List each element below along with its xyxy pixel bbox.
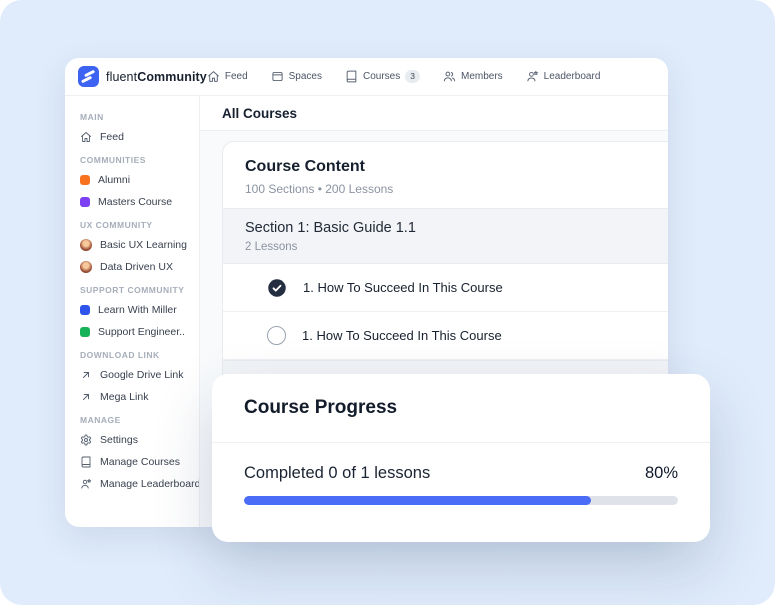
community-swatch [80,175,90,185]
home-icon [81,132,91,142]
sidebar-item-label: Manage Leaderboard [100,478,200,490]
group-label: SUPPORT COMMUNITY [80,285,185,295]
courses-icon [346,70,357,83]
home-icon [207,71,219,82]
community-swatch [80,305,90,315]
lesson-row-not-started[interactable]: 1. How To Succeed In This Course [223,312,668,360]
nav-label: Leaderboard [543,71,601,82]
nav-item-leaderboard[interactable]: Leaderboard [526,70,601,84]
gear-icon [81,434,91,446]
progress-card-header: Course Progress [212,374,710,443]
leaderboard-icon [527,71,538,82]
page-title: All Courses [222,105,298,121]
spaces-icon [272,71,283,82]
sidebar-item-manage-courses[interactable]: Manage Courses [80,451,191,473]
nav-label: Spaces [288,71,322,82]
sidebar-item-alumni[interactable]: Alumni [80,169,191,191]
progress-bar-fill [244,496,592,505]
arrow-up-right-icon [83,394,89,400]
sidebar-group-communities: COMMUNITIES Alumni Masters Course [80,155,191,213]
sidebar-item-label: Learn With Miller [98,304,177,316]
sidebar-item-label: Basic UX Learning [100,239,187,251]
arrow-up-right-icon [83,372,89,378]
sidebar-item-label: Support Engineer.. [98,326,185,338]
sidebar-item-label: Mega Link [100,391,149,403]
course-card-header: Course Content 100 Sections • 200 Lesson… [223,142,668,208]
sidebar-item-data-driven-ux[interactable]: Data Driven UX [80,256,191,278]
progress-card-body: Completed 0 of 1 lessons 80% [212,443,710,505]
sidebar-group-support-community: SUPPORT COMMUNITY Learn With Miller Supp… [80,285,191,343]
sidebar-item-mega-link[interactable]: Mega Link [80,386,191,408]
sidebar-item-basic-ux-learning[interactable]: Basic UX Learning [80,234,191,256]
circle-outline-icon [267,326,286,345]
lesson-title: 1. How To Succeed In This Course [303,280,503,295]
sidebar-item-feed[interactable]: Feed [80,126,191,148]
group-label: DOWNLOAD LINK [80,350,160,360]
sidebar-item-masters-course[interactable]: Masters Course [80,191,191,213]
brand-logo[interactable]: fluentCommunity [78,66,207,87]
nav-item-members[interactable]: Members [443,70,503,84]
sidebar-item-google-drive-link[interactable]: Google Drive Link [80,364,191,386]
group-label: UX COMMUNITY [80,220,153,230]
nav-label: Courses [363,71,401,82]
sidebar: MAIN Feed COMMUNITIES Alumni Masters Cou… [65,96,200,527]
community-swatch [80,197,90,207]
progress-bar-track [244,496,678,505]
lesson-title: 1. How To Succeed In This Course [302,328,502,343]
lesson-row-completed[interactable]: 1. How To Succeed In This Course [223,264,668,312]
sidebar-item-label: Masters Course [98,196,173,208]
brand-logo-icon [78,66,99,87]
brand-name: fluentCommunity [106,69,207,84]
sidebar-item-label: Alumni [98,174,131,186]
sidebar-item-label: Feed [100,131,124,143]
sidebar-item-label: Data Driven UX [100,261,173,273]
sidebar-item-label: Manage Courses [100,456,180,468]
page-title-bar: All Courses [200,96,668,131]
course-card-meta: 100 Sections • 200 Lessons [245,182,394,196]
section-title: Section 1: Basic Guide 1.1 [245,220,416,236]
sidebar-item-support-engineer[interactable]: Support Engineer.. [80,321,191,343]
avatar [80,239,92,251]
nav-item-courses[interactable]: Courses 3 [345,69,420,84]
sidebar-item-manage-leaderboard[interactable]: Manage Leaderboard [80,473,199,495]
progress-label: Completed 0 of 1 lessons [244,464,431,482]
group-label: MAIN [80,112,104,122]
check-circle-icon [268,278,286,297]
sidebar-group-download-link: DOWNLOAD LINK Google Drive Link Mega Lin… [80,350,191,408]
top-nav: fluentCommunity Feed Spaces Courses 3 [65,58,668,96]
nav-label: Members [460,71,503,82]
courses-count-badge: 3 [405,69,420,84]
sidebar-group-main: MAIN Feed [80,112,191,148]
nav-items: Feed Spaces Courses 3 Members Lead [207,69,601,84]
members-icon [443,71,456,82]
community-swatch [80,327,90,337]
leaderboard-icon [81,478,91,489]
sidebar-item-label: Settings [100,434,138,446]
nav-item-spaces[interactable]: Spaces [271,70,322,84]
sidebar-item-label: Google Drive Link [100,369,184,381]
sidebar-item-learn-with-miller[interactable]: Learn With Miller [80,299,191,321]
book-icon [81,456,91,468]
section-header[interactable]: Section 1: Basic Guide 1.1 2 Lessons [223,208,668,264]
course-progress-card: Course Progress Completed 0 of 1 lessons… [212,374,710,542]
group-label: COMMUNITIES [80,155,146,165]
section-meta: 2 Lessons [245,241,298,253]
progress-percent: 80% [644,464,678,482]
sidebar-group-manage: MANAGE Settings Manage Courses Manage Le… [80,415,199,495]
sidebar-item-settings[interactable]: Settings [80,429,191,451]
course-card-title: Course Content [245,158,365,175]
group-label: MANAGE [80,415,121,425]
avatar [80,261,92,273]
progress-card-title: Course Progress [244,397,398,418]
nav-label: Feed [224,71,248,82]
sidebar-group-ux-community: UX COMMUNITY Basic UX Learning Data Driv… [80,220,191,278]
nav-item-feed[interactable]: Feed [207,70,248,84]
